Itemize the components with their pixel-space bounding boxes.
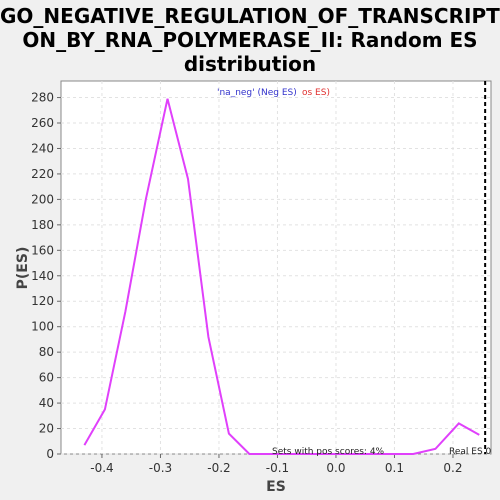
y-tick-label: 200	[31, 192, 54, 206]
y-tick-label: 140	[31, 269, 54, 283]
y-tick-label: 0	[46, 447, 54, 461]
y-tick-label: 260	[31, 116, 54, 130]
y-tick-label: 160	[31, 243, 54, 257]
series-lines	[83, 98, 480, 455]
plot-area	[60, 80, 492, 455]
y-tick-label: 120	[31, 294, 54, 308]
y-tick-label: 40	[39, 396, 54, 410]
legend-neg: 'na_neg' (Neg ES)	[217, 88, 297, 98]
x-tick-label: 0.1	[385, 461, 404, 475]
y-tick-label: 220	[31, 167, 54, 181]
y-tick-label: 20	[39, 422, 54, 436]
series-line	[83, 98, 480, 455]
x-tick-label: -0.4	[90, 461, 113, 475]
y-tick-label: 60	[39, 371, 54, 385]
legend-pos: os ES)	[302, 88, 330, 98]
y-tick-label: 80	[39, 345, 54, 359]
x-tick-label: -0.1	[266, 461, 289, 475]
chart-title: GO_NEGATIVE_REGULATION_OF_TRANSCRIPTI ON…	[0, 4, 500, 76]
pos-scores-annotation: Sets with pos scores: 4%	[272, 447, 385, 457]
y-tick-label: 280	[31, 91, 54, 105]
y-axis-label: P(ES)	[15, 247, 31, 290]
x-axis-label: ES	[266, 479, 286, 495]
real-es-annotation: Real ES 0	[449, 447, 492, 457]
x-tick-label: -0.2	[207, 461, 230, 475]
y-axis-ticks: 0 20 40 60 80 100 120 140 160 180 200 220 240 260 280	[31, 91, 61, 461]
y-tick-label: 100	[31, 320, 54, 334]
y-tick-label: 180	[31, 218, 54, 232]
grid-lines	[61, 81, 491, 455]
x-axis-ticks: -0.4 -0.3 -0.2 -0.1 0.0 0.1 0.2	[90, 454, 463, 475]
y-tick-label: 240	[31, 141, 54, 155]
x-tick-label: -0.3	[149, 461, 172, 475]
x-tick-label: 0.0	[326, 461, 345, 475]
x-tick-label: 0.2	[443, 461, 462, 475]
